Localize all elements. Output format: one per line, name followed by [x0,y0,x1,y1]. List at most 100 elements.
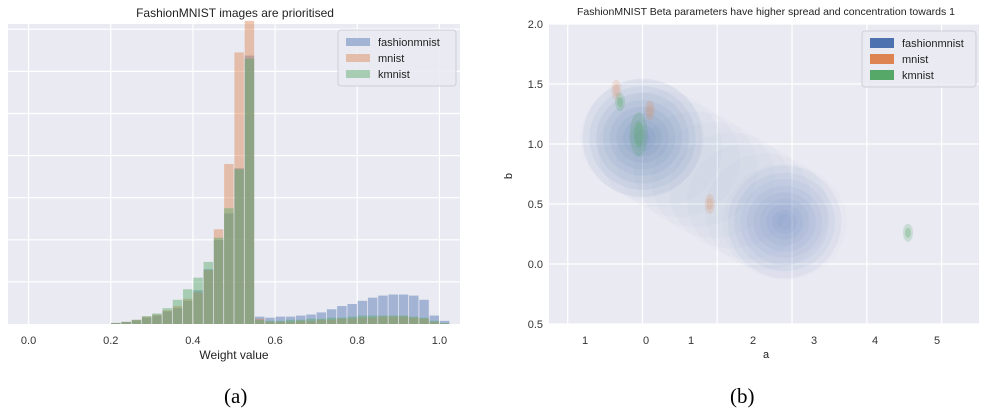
bar-mnist-21 [244,20,255,325]
bar-kmnist-37 [409,316,419,324]
bar-fashionmnist-22 [254,316,265,324]
series-fashionmnist [111,55,450,324]
bar-kmnist-40 [439,322,450,324]
chart-a-xlabel: Weight value [199,348,268,362]
bar-kmnist-27 [306,318,316,324]
bar-mnist-30 [337,318,347,324]
kde-mode-fashionmnist [635,129,650,147]
chart-a-xtick-label: 0.8 [350,335,365,347]
kde-mode-kmnist [629,112,648,157]
kde-mode-kmnist [617,97,624,107]
kde-mode-fashionmnist [734,172,836,272]
bar-mnist-11 [141,316,152,324]
bar-kmnist-28 [316,318,327,324]
bar-fashionmnist-24 [275,316,285,324]
bar-mnist-26 [296,320,306,324]
bar-kmnist-22 [254,319,265,324]
bar-kmnist-38 [419,317,429,324]
chart-a-legend: fashionmnist mnist kmnist [337,29,457,87]
bar-mnist-12 [152,314,162,324]
kde-mode-mnist [613,84,620,96]
bar-kmnist-10 [131,319,142,324]
legend-swatch-kmnist [870,70,894,80]
kde-mode-fashionmnist [623,119,662,157]
chart-b-ytick-label: 0.0 [528,259,543,271]
bar-fashionmnist-21 [244,55,255,324]
bar-kmnist-24 [275,320,285,324]
bar-fashionmnist-28 [316,312,327,324]
kde-mode-mnist [704,194,715,214]
bar-fashionmnist-16 [193,290,203,324]
chart-b-xtick-label: 5 [934,335,940,347]
bar-fashionmnist-40 [439,320,450,324]
bar-fashionmnist-13 [162,311,172,324]
kde-mode-fashionmnist [629,125,656,151]
kde-mode-fashionmnist [727,165,842,279]
series-kmnist [111,58,450,324]
kde-mode-fashionmnist [746,186,823,258]
bar-mnist-22 [254,318,265,324]
kde-mode-mnist [706,198,713,210]
bar-kmnist-30 [337,317,347,324]
bar-mnist-16 [193,292,203,324]
bar-kmnist-9 [121,321,131,324]
bar-mnist-24 [275,321,285,324]
kde-mode-fashionmnist [777,213,792,231]
kde-mode-fashionmnist [602,100,683,176]
bar-mnist-23 [265,321,275,324]
bar-mnist-10 [131,319,142,324]
bar-mnist-28 [316,319,327,324]
bar-mnist-19 [224,164,234,324]
bar-mnist-38 [419,318,429,324]
chart-a-xtick-label: 0.0 [21,335,36,347]
bar-mnist-14 [172,306,183,324]
bar-fashionmnist-39 [429,315,440,324]
chart-b-ylabel: b [503,173,515,179]
bar-mnist-36 [398,316,409,324]
histogram-chart: FashionMNIST images are prioritised 0.0 0… [8,6,460,362]
legend-label-kmnist: kmnist [902,70,934,82]
bar-kmnist-23 [265,320,275,324]
chart-a-xtick-label: 1.0 [432,335,447,347]
kde-mode-kmnist [615,93,626,111]
kde-mode-fashionmnist [582,78,703,198]
bar-kmnist-11 [141,316,152,324]
chart-b-legend: fashionmnist mnist kmnist [861,30,977,88]
series-kmnist [615,93,913,242]
legend-label-mnist: mnist [378,53,404,65]
bar-fashionmnist-36 [398,294,409,324]
bar-kmnist-16 [193,277,203,324]
bar-mnist-33 [367,317,378,324]
bar-fashionmnist-33 [367,297,378,324]
bar-fashionmnist-19 [224,213,234,324]
bar-kmnist-20 [234,169,244,324]
bar-fashionmnist-25 [285,316,296,324]
bar-mnist-40 [439,323,450,324]
chart-b-xtick-label: 2 [750,335,756,347]
kde-mode-fashionmnist [772,209,797,235]
kde-mode-kmnist [633,121,644,148]
kde-mode-fashionmnist [589,86,696,190]
kde-mode-kmnist [902,223,913,242]
bar-fashionmnist-34 [378,295,388,324]
bar-fashionmnist-9 [121,321,131,324]
bar-kmnist-39 [429,320,440,324]
kde-mode-kmnist [904,227,911,238]
bar-kmnist-13 [162,308,172,324]
bar-kmnist-34 [378,315,388,324]
bar-fashionmnist-17 [203,269,214,324]
bar-fashionmnist-26 [296,315,306,324]
bar-kmnist-32 [357,315,368,324]
bar-mnist-34 [378,316,388,324]
chart-b-xtick-label: 4 [872,335,878,347]
bar-fashionmnist-35 [388,294,398,324]
chart-a-title: FashionMNIST images are prioritised [136,6,334,20]
bar-fashionmnist-8 [111,322,121,324]
bar-mnist-9 [121,321,131,324]
bar-fashionmnist-32 [357,300,368,324]
legend-label-mnist: mnist [902,54,928,66]
bar-mnist-17 [203,270,214,324]
chart-b-xlabel: a [763,349,770,361]
kde-mode-mnist [611,80,622,100]
bar-mnist-27 [306,320,316,324]
